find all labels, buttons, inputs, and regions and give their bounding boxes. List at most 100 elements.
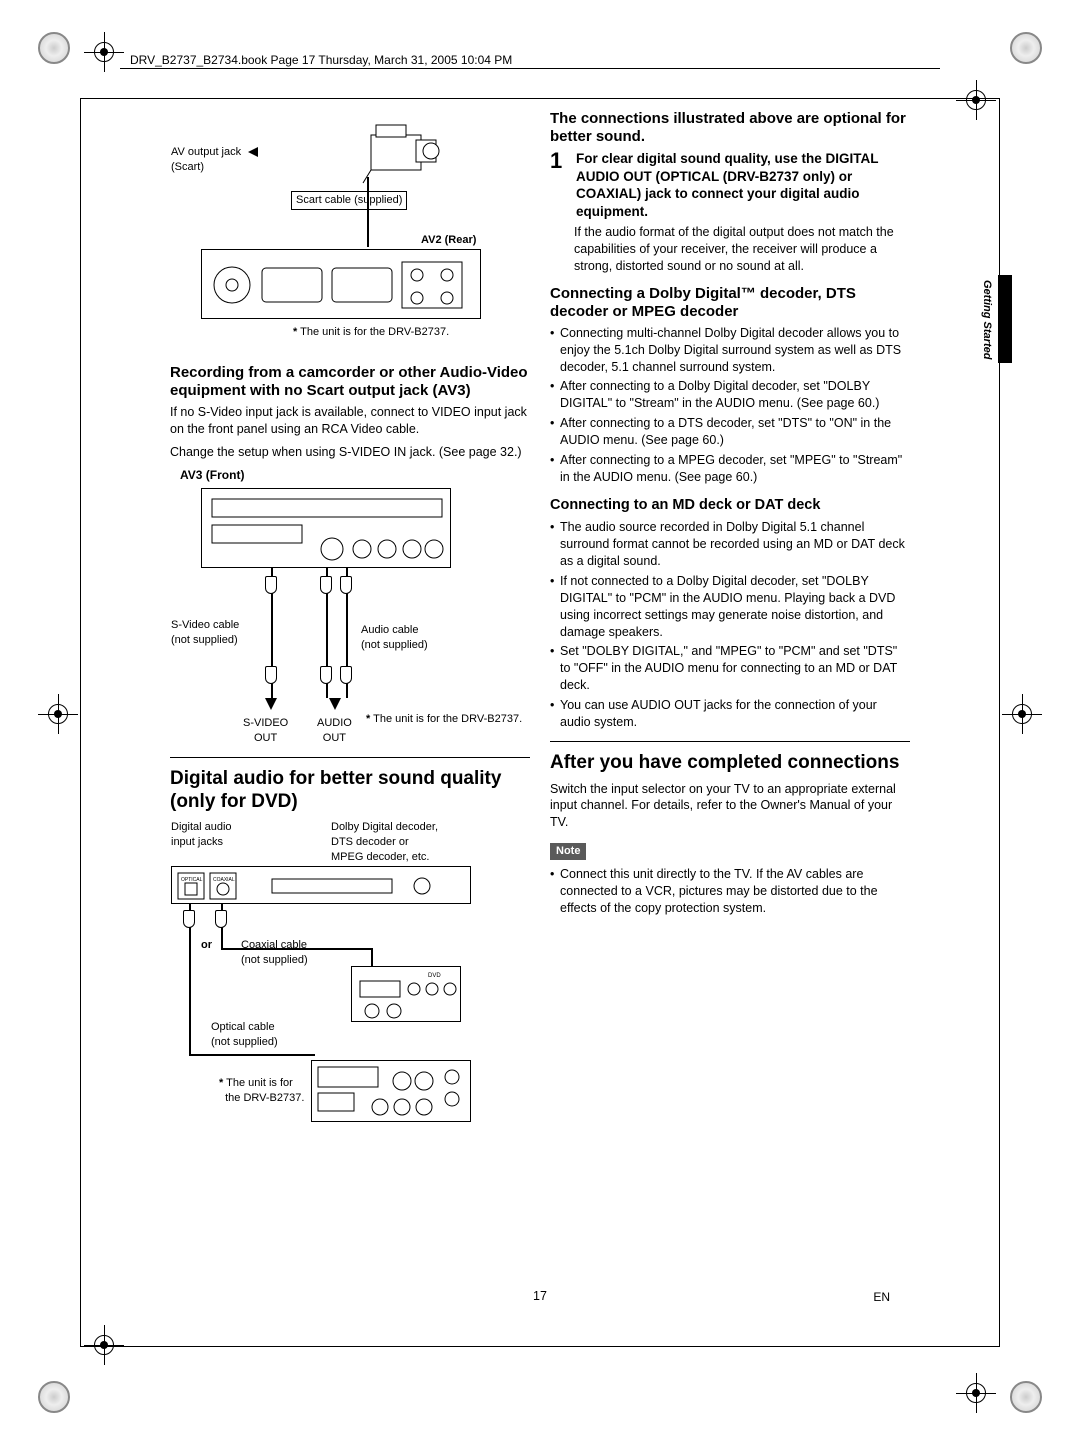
svg-text:DVD: DVD — [428, 973, 441, 979]
reg-mark-tr — [962, 86, 990, 114]
crop-circle-br — [1010, 1381, 1042, 1413]
note-b1: Connect this unit directly to the TV. If… — [550, 866, 910, 917]
scart-cable-line — [367, 177, 369, 247]
fig3-foot2: the DRV-B2737. — [225, 1092, 304, 1104]
divider — [550, 741, 910, 742]
crop-line-bottom — [80, 1346, 1000, 1347]
md-list: The audio source recorded in Dolby Digit… — [550, 519, 910, 731]
header-bookline: DRV_B2737_B2734.book Page 17 Thursday, M… — [130, 52, 512, 68]
rear-panel — [201, 249, 481, 319]
fig3-foot1: The unit is for — [226, 1077, 293, 1089]
opt-cable-label: Optical cable — [211, 1021, 275, 1033]
connector-icon — [215, 910, 227, 928]
connector-icon — [320, 666, 332, 684]
crop-line-left — [80, 98, 81, 1347]
md-heading: Connecting to an MD deck or DAT deck — [550, 496, 910, 516]
decoder-l3: MPEG decoder, etc. — [331, 851, 429, 863]
asterisk: * — [293, 326, 297, 338]
md-b2: If not connected to a Dolby Digital deco… — [550, 573, 910, 641]
dvd-rear-small: DVD — [351, 966, 461, 1022]
step-1: 1 For clear digital sound quality, use t… — [550, 150, 910, 220]
opt-to-panel — [189, 1054, 315, 1056]
decoder-l1: Dolby Digital decoder, — [331, 821, 438, 833]
audio-cable-label: Audio cable — [361, 624, 419, 636]
figure-scart: AV output jack (Scart) Scart cable (supp… — [170, 114, 530, 354]
page-lang: EN — [873, 1289, 890, 1305]
md-b1: The audio source recorded in Dolby Digit… — [550, 519, 910, 570]
md-b4: You can use AUDIO OUT jacks for the conn… — [550, 697, 910, 731]
divider — [170, 757, 530, 758]
scart-cable-label: Scart cable (supplied) — [291, 191, 407, 210]
audio-out-sub: OUT — [323, 732, 346, 744]
decoder-l2: DTS decoder or — [331, 836, 409, 848]
recording-heading: Recording from a camcorder or other Audi… — [170, 364, 530, 400]
scart-label: (Scart) — [171, 161, 204, 173]
page-content: AV output jack (Scart) Scart cable (supp… — [170, 110, 910, 1137]
after-body: Switch the input selector on your TV to … — [550, 781, 910, 832]
recording-p2: Change the setup when using S-VIDEO IN j… — [170, 444, 530, 461]
crop-circle-bl — [38, 1381, 70, 1413]
dolby-b3: After connecting to a DTS decoder, set "… — [550, 415, 910, 449]
asterisk: * — [366, 713, 370, 725]
or-label: or — [201, 938, 212, 953]
section-tab — [998, 275, 1012, 363]
after-heading: After you have completed connections — [550, 752, 910, 775]
note-list: Connect this unit directly to the TV. If… — [550, 866, 910, 917]
right-column: The connections illustrated above are op… — [550, 110, 910, 923]
reg-mark-left — [44, 700, 72, 728]
svideo-ns-label: (not supplied) — [171, 634, 238, 646]
reg-mark-bl — [90, 1331, 118, 1359]
arrow-left-icon — [248, 147, 258, 157]
fig1-footnote: The unit is for the DRV-B2737. — [300, 326, 449, 338]
main-rear-panel — [311, 1060, 471, 1122]
dolby-b4: After connecting to a MPEG decoder, set … — [550, 452, 910, 486]
svideo-out-sub: OUT — [254, 732, 277, 744]
fig2-footnote: The unit is for the DRV-B2737. — [373, 713, 522, 725]
digital-jacks-label: Digital audio — [171, 821, 232, 833]
connector-icon — [320, 576, 332, 594]
step-number: 1 — [550, 150, 568, 220]
connector-icon — [340, 576, 352, 594]
dolby-b1: Connecting multi-channel Dolby Digital d… — [550, 325, 910, 376]
figure-digital-audio: Digital audio input jacks Dolby Digital … — [170, 819, 530, 1129]
connector-icon — [340, 666, 352, 684]
reg-mark-top — [90, 38, 118, 66]
arrow-down-icon — [329, 698, 341, 710]
camcorder-icon — [361, 115, 451, 185]
coax-cable-line3 — [371, 948, 373, 966]
reg-mark-br — [962, 1379, 990, 1407]
left-column: AV output jack (Scart) Scart cable (supp… — [170, 110, 530, 1137]
input-jacks-label: input jacks — [171, 836, 223, 848]
reg-mark-right — [1008, 700, 1036, 728]
crop-circle-tr — [1010, 32, 1042, 64]
svg-text:COAXIAL: COAXIAL — [213, 877, 235, 883]
svideo-cable-label: S-Video cable — [171, 619, 239, 631]
opt-ns-label: (not supplied) — [211, 1036, 278, 1048]
av3-front-label: AV3 (Front) — [180, 467, 530, 483]
audio-ns-label: (not supplied) — [361, 639, 428, 651]
step-1-note: If the audio format of the digital outpu… — [574, 224, 910, 275]
audio-out-label: AUDIO — [317, 717, 352, 729]
section-tab-label: Getting Started — [979, 280, 994, 359]
av-output-label: AV output jack — [171, 146, 241, 158]
svg-text:OPTICAL: OPTICAL — [181, 877, 203, 883]
crop-line-top — [80, 98, 1000, 99]
av2-rear-label: AV2 (Rear) — [421, 233, 476, 248]
connector-icon — [265, 576, 277, 594]
svideo-out-label: S-VIDEO — [243, 717, 288, 729]
crop-circle-tl — [38, 32, 70, 64]
connector-icon — [183, 910, 195, 928]
dolby-b2: After connecting to a Dolby Digital deco… — [550, 378, 910, 412]
md-b3: Set "DOLBY DIGITAL," and "MPEG" to "PCM"… — [550, 643, 910, 694]
digital-audio-heading: Digital audio for better sound quality (… — [170, 768, 530, 814]
page-number: 17 — [0, 1288, 1080, 1305]
recording-p1: If no S-Video input jack is available, c… — [170, 404, 530, 438]
arrow-down-icon — [265, 698, 277, 710]
step-1-body: For clear digital sound quality, use the… — [576, 150, 910, 220]
asterisk: * — [219, 1077, 223, 1089]
coax-ns-label: (not supplied) — [241, 954, 308, 966]
figure-av3: S-Video cable (not supplied) Audio cable… — [170, 487, 530, 747]
dolby-list: Connecting multi-channel Dolby Digital d… — [550, 325, 910, 486]
coax-cable-label: Coaxial cable — [241, 939, 307, 951]
front-panel — [201, 488, 451, 568]
